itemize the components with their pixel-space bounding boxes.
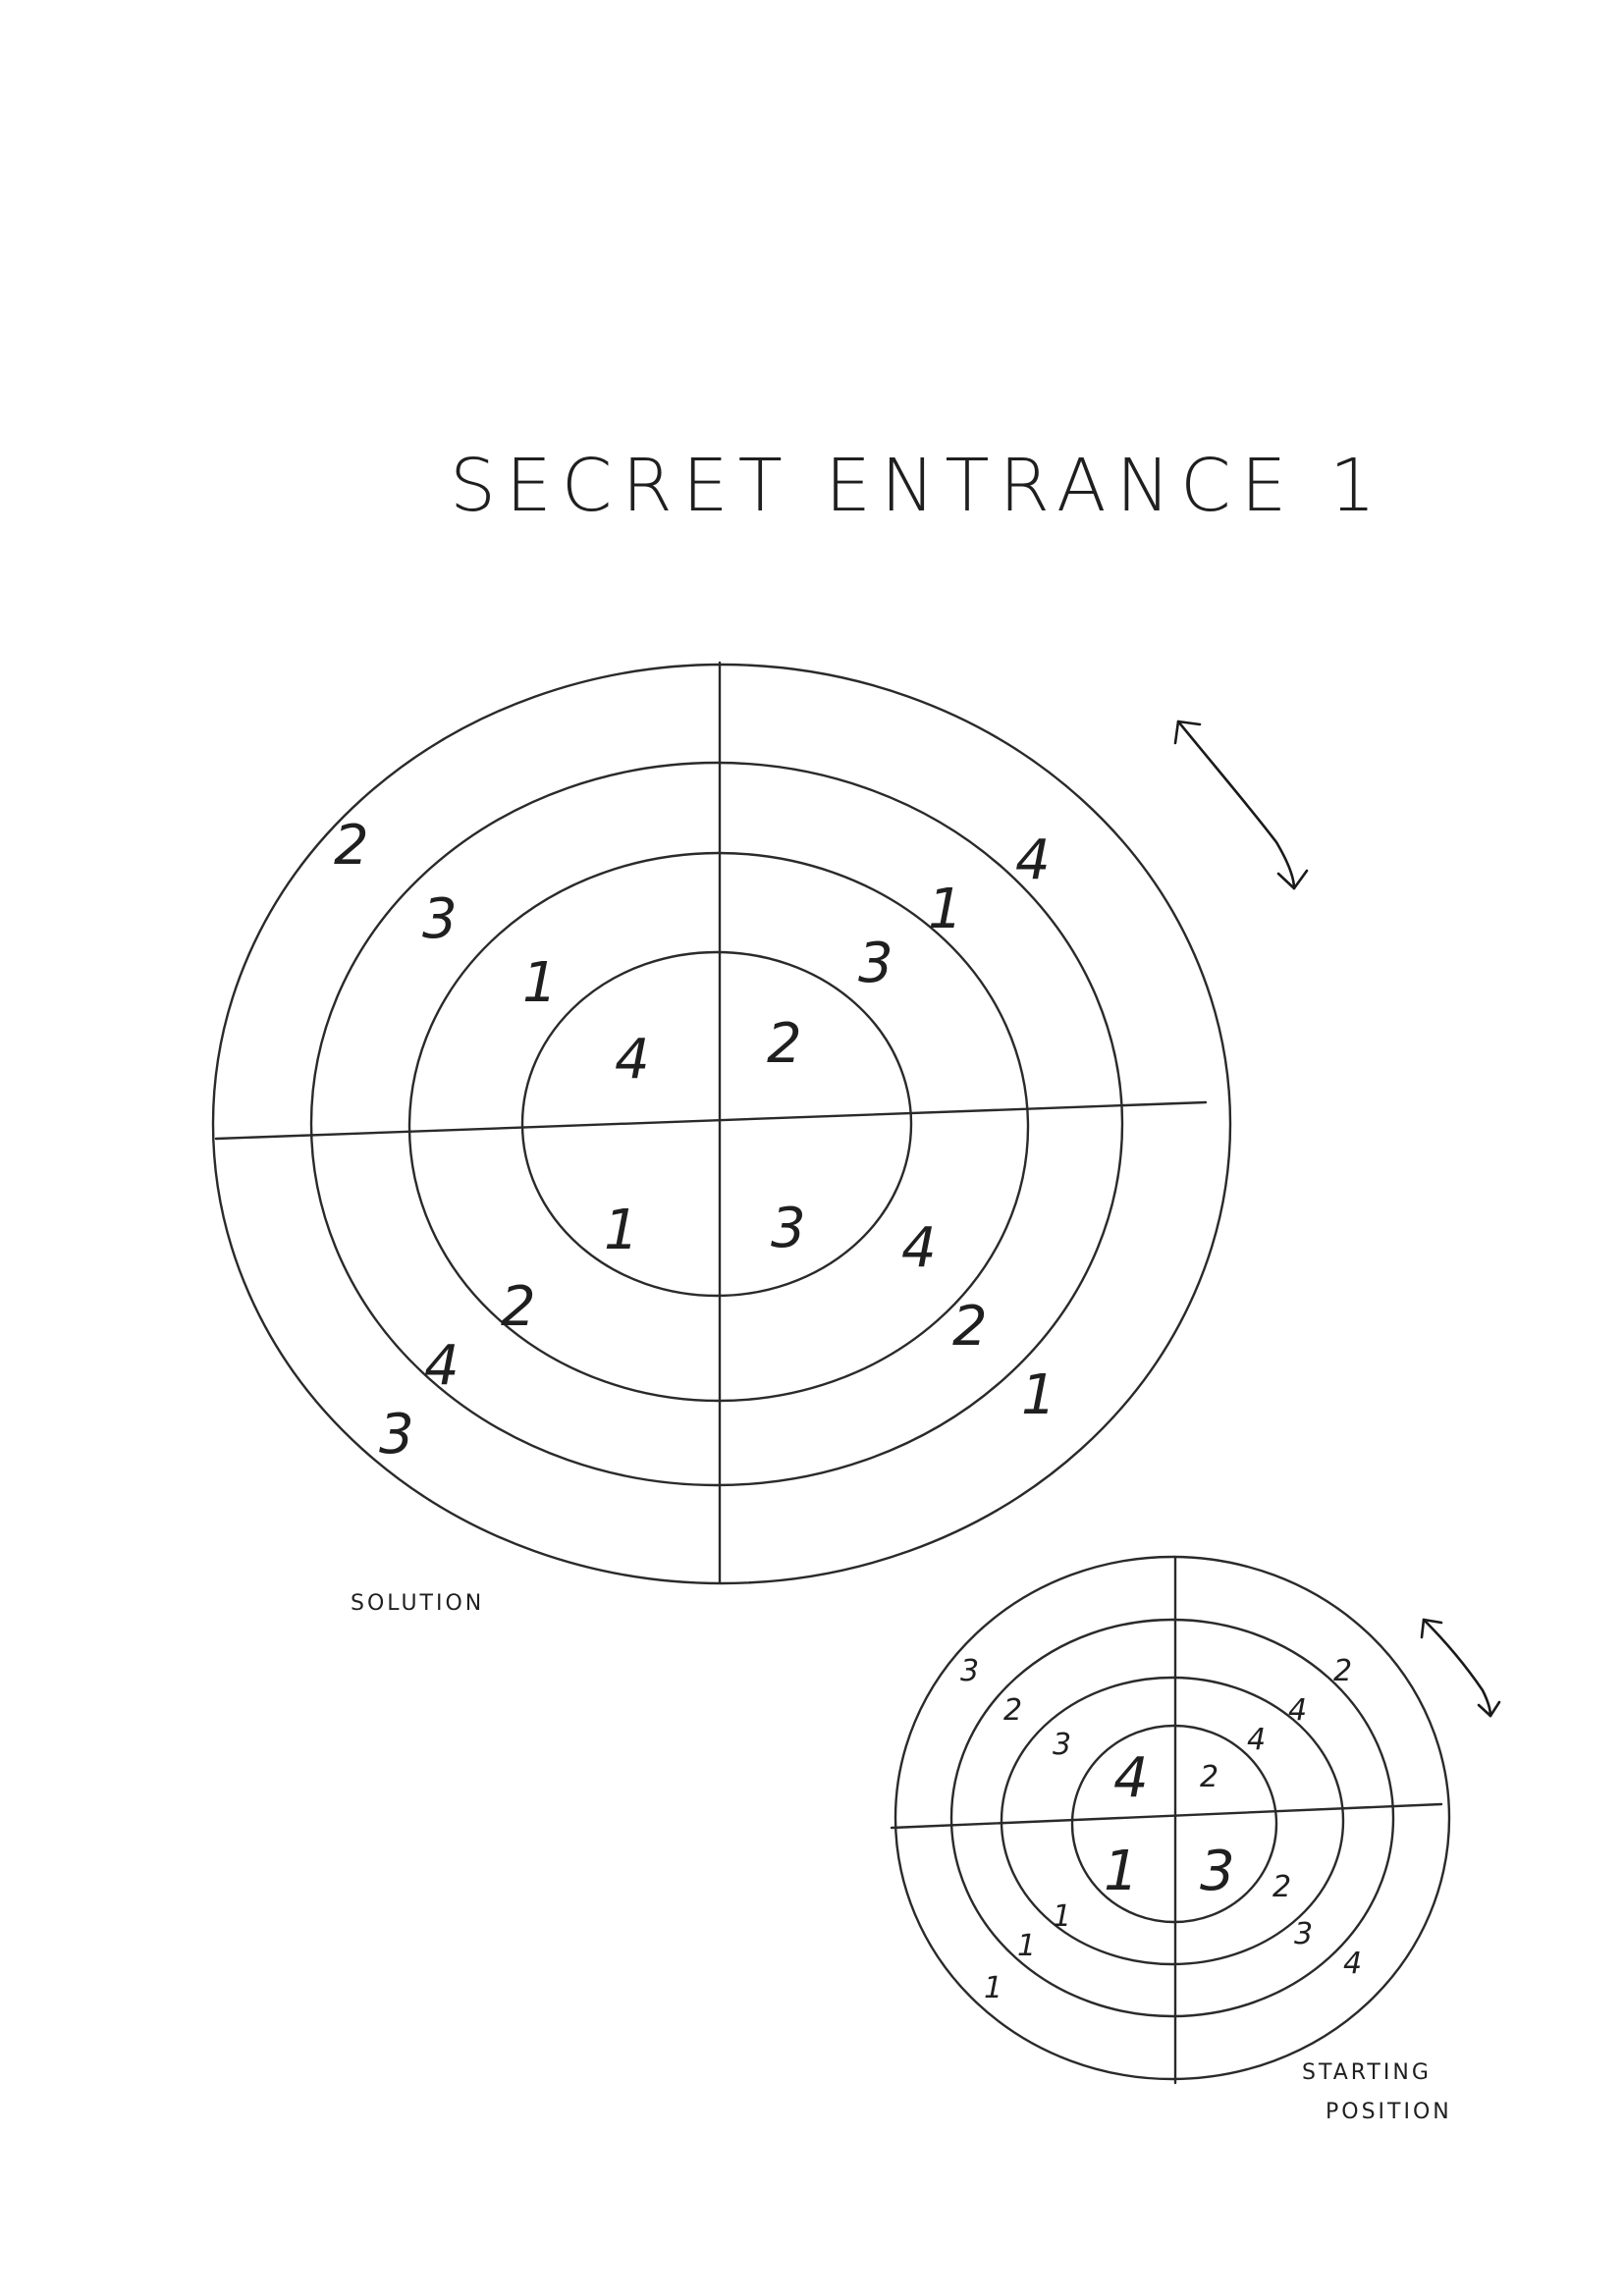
solution-r3-top-right: 1 — [928, 878, 963, 941]
solution-ring-1 — [520, 950, 913, 1298]
starting-ring-3 — [949, 1618, 1395, 2018]
starting-ring-2 — [1000, 1676, 1345, 1966]
solution-r2-top-left: 1 — [522, 951, 558, 1015]
solution-ring-3 — [309, 761, 1124, 1487]
solution-r2-bottom-right: 4 — [901, 1216, 937, 1280]
starting-r2-top-right: 4 — [1247, 1723, 1266, 1757]
page-title: SECRET ENTRANCE 1 — [450, 444, 1385, 528]
solution-r3-bottom-right: 2 — [952, 1295, 988, 1359]
starting-horizontal-divider — [890, 1802, 1443, 1830]
starting-dial: 4 2 1 3 3 4 1 2 2 4 1 3 3 2 1 4 — [890, 1555, 1451, 2085]
solution-r4-bottom-right: 1 — [1021, 1363, 1056, 1427]
starting-r1-bottom-right: 3 — [1200, 1840, 1235, 1903]
starting-r3-bottom-left: 1 — [1017, 1929, 1036, 1963]
solution-label: SOLUTION — [351, 1591, 484, 1616]
solution-r4-top-left: 2 — [334, 814, 369, 878]
solution-r3-bottom-left: 4 — [424, 1334, 460, 1398]
starting-r1-bottom-left: 1 — [1104, 1840, 1139, 1903]
starting-r3-top-right: 4 — [1288, 1693, 1307, 1728]
starting-r4-bottom-right: 4 — [1343, 1947, 1362, 1981]
starting-r4-top-right: 2 — [1333, 1654, 1352, 1688]
starting-r3-bottom-right: 3 — [1294, 1917, 1313, 1951]
starting-r4-bottom-left: 1 — [984, 1971, 1002, 2005]
starting-r1-top-left: 4 — [1113, 1746, 1149, 1810]
solution-r2-bottom-left: 2 — [501, 1275, 536, 1339]
solution-r1-bottom-right: 3 — [771, 1197, 806, 1260]
starting-r1-top-right: 2 — [1200, 1760, 1218, 1794]
starting-r2-bottom-right: 2 — [1272, 1870, 1291, 1904]
solution-r1-top-right: 2 — [767, 1012, 802, 1076]
solution-dial: 4 2 1 3 1 3 2 4 3 1 4 2 2 4 3 1 — [211, 661, 1232, 1585]
starting-label-line2: POSITION — [1326, 2100, 1452, 2124]
starting-label-line1: STARTING — [1302, 2060, 1432, 2085]
starting-r2-top-left: 3 — [1053, 1728, 1071, 1762]
solution-r3-top-left: 3 — [422, 887, 458, 951]
solution-r1-bottom-left: 1 — [604, 1199, 639, 1262]
solution-r1-top-left: 4 — [615, 1028, 650, 1092]
starting-r4-top-left: 3 — [960, 1654, 979, 1688]
solution-r4-bottom-left: 3 — [379, 1403, 414, 1467]
starting-r2-bottom-left: 1 — [1053, 1899, 1071, 1934]
starting-ring-4 — [893, 1555, 1451, 2081]
solution-ring-4 — [211, 663, 1232, 1585]
solution-r2-top-right: 3 — [858, 932, 893, 995]
rotate-arrow-small-icon — [1420, 1618, 1501, 1718]
solution-horizontal-divider — [214, 1100, 1208, 1141]
rotate-arrow-icon — [1173, 720, 1309, 890]
starting-r3-top-left: 2 — [1003, 1693, 1022, 1728]
solution-r4-top-right: 4 — [1015, 828, 1051, 892]
